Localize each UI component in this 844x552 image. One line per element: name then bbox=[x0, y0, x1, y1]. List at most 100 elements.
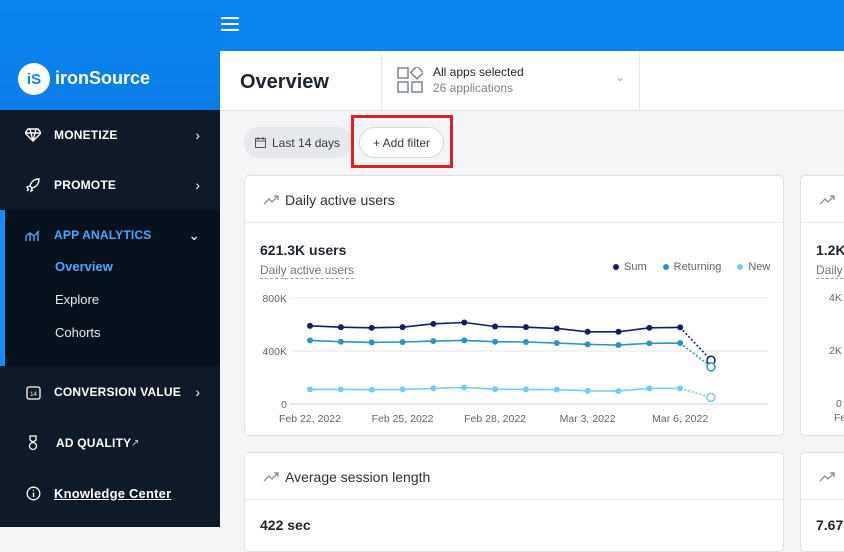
data-point bbox=[307, 322, 313, 329]
data-point bbox=[399, 324, 406, 331]
data-point bbox=[399, 338, 406, 345]
secondary-metric-label[interactable]: Daily bbox=[816, 263, 843, 279]
data-point bbox=[615, 342, 622, 349]
sub-item-cohorts[interactable]: Cohorts bbox=[55, 325, 101, 340]
data-point bbox=[615, 388, 622, 395]
calendar-14-icon: 14 bbox=[24, 383, 42, 401]
nav-label-monetize: MONETIZE bbox=[54, 128, 118, 142]
data-point bbox=[430, 320, 437, 327]
nav-item-conversion-value[interactable]: 14 CONVERSION VALUE › bbox=[0, 367, 220, 417]
data-point bbox=[553, 325, 560, 332]
page-header: Overview All apps selected 26 applicatio… bbox=[220, 51, 844, 111]
secondary-card: 1.2K Daily 4K 2K 0 Fe bbox=[800, 175, 844, 436]
data-point bbox=[677, 340, 684, 347]
trend-up-icon bbox=[819, 195, 835, 205]
data-point bbox=[461, 337, 468, 344]
y-tick-label: 800K bbox=[262, 293, 287, 305]
data-point bbox=[646, 385, 653, 392]
card-header: Average session length bbox=[245, 453, 783, 500]
sub-item-overview[interactable]: Overview bbox=[55, 259, 113, 274]
x-tick-label: Mar 6, 2022 bbox=[652, 413, 708, 425]
nav-section-app-analytics bbox=[0, 210, 220, 366]
data-point bbox=[553, 386, 560, 393]
data-point bbox=[337, 386, 344, 393]
legend-item-returning[interactable]: Returning bbox=[662, 261, 721, 273]
nav-item-app-analytics[interactable]: APP ANALYTICS ⌄ bbox=[0, 210, 220, 260]
nav-label-app-analytics: APP ANALYTICS bbox=[54, 228, 152, 242]
data-point bbox=[584, 387, 591, 394]
info-icon bbox=[24, 484, 42, 502]
apps-count-label: 26 applications bbox=[433, 81, 514, 95]
trend-up-icon bbox=[263, 472, 279, 482]
dau-line-chart: 800K 400K 0 Feb 22, 2022 Feb 25, 2022 Feb 28,… bbox=[262, 293, 768, 425]
dau-metric-label[interactable]: Daily active users bbox=[260, 263, 355, 279]
x-tick: Fe bbox=[834, 412, 844, 424]
chevron-right-icon: › bbox=[195, 177, 200, 193]
data-point bbox=[430, 338, 437, 345]
chevron-right-icon: › bbox=[195, 384, 200, 400]
data-point bbox=[430, 385, 437, 392]
data-point bbox=[646, 324, 653, 331]
medal-icon bbox=[24, 434, 42, 452]
card-header bbox=[801, 453, 844, 500]
legend-item-sum[interactable]: Sum bbox=[613, 261, 647, 273]
trend-up-icon bbox=[819, 472, 835, 482]
card-header bbox=[801, 176, 844, 223]
legend-dot bbox=[662, 264, 669, 270]
brand-header: iS ironSource bbox=[0, 0, 220, 110]
x-tick-label: Mar 3, 2022 bbox=[560, 413, 616, 425]
nav-item-ad-quality[interactable]: AD QUALITY ↗ bbox=[0, 418, 220, 468]
chevron-right-icon: › bbox=[195, 127, 200, 143]
nav-item-promote[interactable]: PROMOTE › bbox=[0, 160, 220, 210]
add-filter-button[interactable]: + Add filter bbox=[359, 127, 444, 158]
session-total-value: 422 sec bbox=[260, 517, 311, 533]
card-title: Daily active users bbox=[285, 192, 395, 208]
y-tick-label: 0 bbox=[281, 399, 287, 411]
secondary-total-value: 1.2K bbox=[816, 242, 844, 258]
date-range-filter[interactable]: Last 14 days bbox=[244, 127, 353, 158]
app-selector-dropdown[interactable]: All apps selected 26 applications ⌄ bbox=[381, 51, 640, 110]
data-point bbox=[368, 386, 375, 393]
y-tick-label: 400K bbox=[262, 346, 287, 358]
brand-name[interactable]: ironSource bbox=[55, 68, 151, 88]
apps-grid-icon bbox=[397, 67, 423, 93]
svg-text:14: 14 bbox=[30, 392, 37, 398]
card-title: Average session length bbox=[285, 469, 431, 485]
data-point bbox=[492, 323, 499, 330]
secondary-session-value: 7.67 bbox=[816, 517, 844, 533]
x-tick-label: Feb 25, 2022 bbox=[372, 413, 434, 425]
data-point bbox=[522, 338, 529, 345]
data-point bbox=[399, 386, 406, 393]
dau-total-value: 621.3K users bbox=[260, 242, 347, 258]
analytics-chart-icon bbox=[24, 226, 42, 244]
apps-selected-label: All apps selected bbox=[433, 65, 524, 79]
nav-label-ad-quality: AD QUALITY bbox=[56, 436, 132, 450]
data-point bbox=[368, 339, 375, 346]
legend-label: Sum bbox=[624, 261, 647, 273]
data-point bbox=[307, 386, 313, 393]
session-length-card: Average session length 422 sec bbox=[244, 452, 784, 552]
data-point bbox=[646, 340, 653, 347]
data-point bbox=[368, 324, 375, 331]
sub-item-explore[interactable]: Explore bbox=[55, 292, 100, 307]
trend-up-icon bbox=[263, 195, 279, 205]
data-point bbox=[584, 341, 591, 348]
data-point bbox=[461, 384, 468, 391]
nav-item-knowledge-center[interactable]: Knowledge Center bbox=[0, 468, 220, 518]
series-projected-segment bbox=[679, 342, 712, 368]
legend-dot bbox=[613, 264, 619, 270]
legend-item-new[interactable]: New bbox=[737, 261, 770, 273]
legend-label: New bbox=[748, 261, 771, 273]
external-link-icon: ↗ bbox=[131, 437, 140, 449]
hamburger-menu-icon[interactable] bbox=[221, 14, 239, 34]
data-point bbox=[522, 386, 529, 393]
rocket-icon bbox=[24, 176, 42, 194]
ironsource-logo-icon[interactable]: iS bbox=[18, 63, 50, 95]
nav-item-monetize[interactable]: MONETIZE › bbox=[0, 110, 220, 160]
data-point bbox=[677, 385, 684, 392]
data-point bbox=[584, 328, 591, 335]
x-tick-label: Feb 22, 2022 bbox=[279, 413, 341, 425]
chevron-down-icon: ⌄ bbox=[615, 72, 625, 84]
data-point bbox=[615, 328, 622, 335]
nav-label-promote: PROMOTE bbox=[54, 178, 117, 192]
